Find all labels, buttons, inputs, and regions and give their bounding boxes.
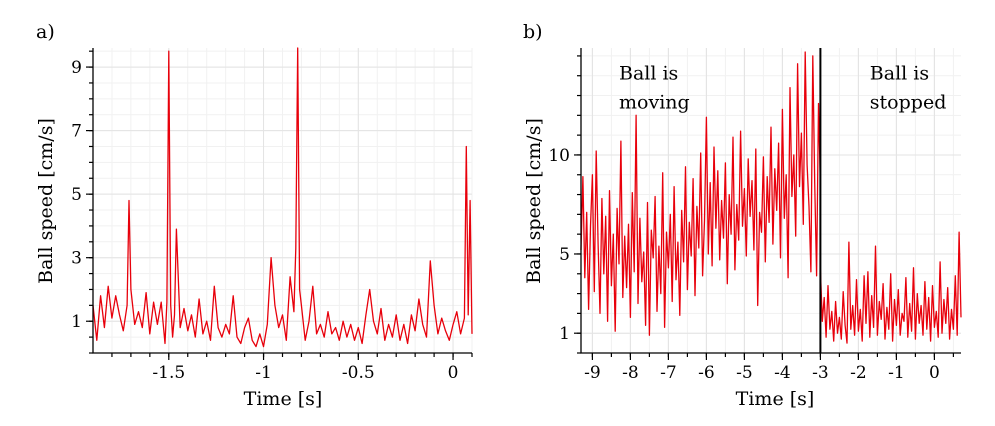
b-series-line-1 xyxy=(819,231,962,344)
b-xtick-label: -3 xyxy=(812,363,829,383)
b-xtick-label: -6 xyxy=(698,363,715,383)
b-xtick-label: -4 xyxy=(774,363,791,383)
chart-a: -1.5 -1 -0.5 0 1 3 5 7 9 a) Time [s] Ball speed… xyxy=(35,21,473,410)
a-xtick-label: 0 xyxy=(448,363,459,383)
annotation-stopped: Ball is stopped xyxy=(870,63,947,114)
b-series-line-0 xyxy=(580,51,822,336)
chart-b-ylabel: Ball speed [cm/s] xyxy=(523,118,545,284)
a-ytick-label: 7 xyxy=(71,122,82,142)
chart-a-grid xyxy=(93,48,473,354)
annotation-stopped-line: stopped xyxy=(870,92,947,114)
b-ytick-label: 10 xyxy=(548,146,570,166)
chart-b-annotations: Ball is moving Ball is stopped xyxy=(619,63,946,114)
b-xtick-label: -9 xyxy=(584,363,601,383)
chart-a-yticks: 1 3 5 7 9 xyxy=(71,58,93,332)
chart-a-series xyxy=(92,47,473,348)
a-xtick-label: -0.5 xyxy=(342,363,375,383)
annotation-stopped-line: Ball is xyxy=(870,63,929,85)
chart-b-xticks: -9 -8 -7 -6 -5 -4 -3 -2 -1 0 xyxy=(584,353,940,383)
a-ytick-label: 1 xyxy=(71,312,82,332)
annotation-moving-line: moving xyxy=(619,92,690,114)
b-xtick-label: -8 xyxy=(622,363,639,383)
chart-a-panel-label: a) xyxy=(36,21,55,43)
chart-b-xlabel: Time [s] xyxy=(736,388,815,410)
b-ytick-label: 1 xyxy=(559,324,570,344)
chart-a-ylabel: Ball speed [cm/s] xyxy=(35,118,57,284)
b-ytick-label: 5 xyxy=(559,245,570,265)
chart-a-xlabel: Time [s] xyxy=(244,388,323,410)
a-xtick-label: -1 xyxy=(255,363,272,383)
a-ytick-label: 5 xyxy=(71,185,82,205)
chart-b-series xyxy=(580,51,962,344)
a-ytick-label: 3 xyxy=(71,249,82,269)
chart-b-panel-label: b) xyxy=(523,21,543,43)
a-series-line-0 xyxy=(92,47,473,348)
b-xtick-label: -7 xyxy=(660,363,677,383)
b-xtick-label: -2 xyxy=(850,363,867,383)
a-ytick-label: 9 xyxy=(71,58,82,78)
chart-a-axes xyxy=(89,48,473,357)
annotation-moving-line: Ball is xyxy=(619,63,678,85)
a-xtick-label: -1.5 xyxy=(152,363,185,383)
chart-a-xticks: -1.5 -1 -0.5 0 xyxy=(152,353,458,383)
b-xtick-label: -1 xyxy=(888,363,905,383)
b-xtick-label: 0 xyxy=(929,363,940,383)
b-xtick-label: -5 xyxy=(736,363,753,383)
annotation-moving: Ball is moving xyxy=(619,63,690,114)
